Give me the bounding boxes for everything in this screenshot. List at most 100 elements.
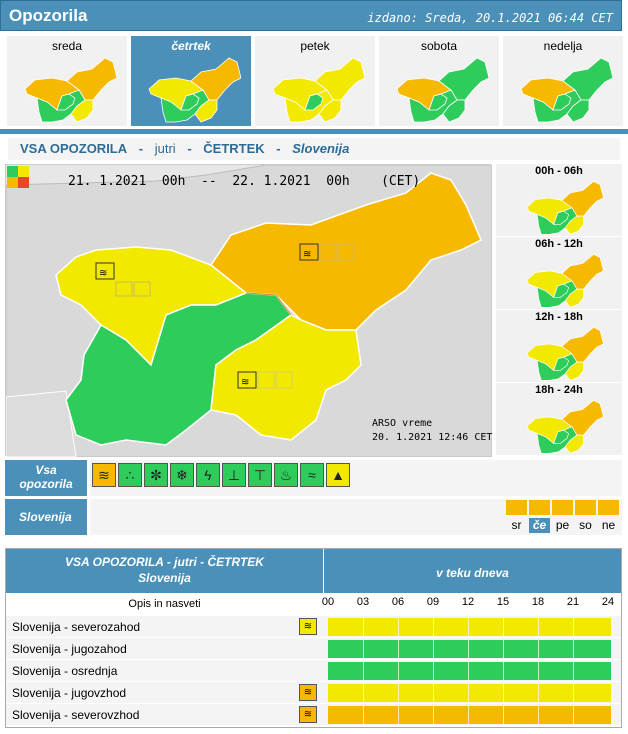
table-title: VSA OPOZORILA - jutri - ČETRTEK Slovenij… xyxy=(6,549,323,593)
day-tab-0[interactable]: sreda xyxy=(7,36,127,126)
hour-label: 12 xyxy=(461,596,475,608)
fog-icon[interactable]: ≈ xyxy=(300,463,324,487)
table-title-line-2: Slovenija xyxy=(138,571,191,585)
table-row[interactable]: Slovenija - jugozahod xyxy=(6,638,621,659)
cold-icon[interactable]: ⊤ xyxy=(248,463,272,487)
day-tab-label: sreda xyxy=(51,39,83,53)
hour-label: 24 xyxy=(601,596,615,608)
page-header: Opozorila izdano: Sreda, 20.1.2021 06:44… xyxy=(0,0,622,31)
day-tab-3[interactable]: sobota xyxy=(379,36,499,126)
wind-icon[interactable]: ≋ xyxy=(92,463,116,487)
day-abbr-če[interactable]: če xyxy=(529,518,550,533)
region-name: Slovenija - jugozahod xyxy=(12,642,127,656)
fire-icon[interactable]: ♨ xyxy=(274,463,298,487)
section-title: VSA OPOZORILA - jutri - ČETRTEK - Sloven… xyxy=(8,138,620,160)
day-status-square xyxy=(529,500,550,515)
day-tab-label: petek xyxy=(300,39,330,53)
hour-label: 09 xyxy=(426,596,440,608)
divider xyxy=(0,129,628,134)
timeline-bar xyxy=(328,640,611,658)
issued-timestamp: izdano: Sreda, 20.1.2021 06:44 CET xyxy=(367,11,613,25)
all-warnings-label: Vsa opozorila xyxy=(5,460,87,496)
table-row[interactable]: Slovenija - severozahod ≋ xyxy=(6,616,621,637)
title-tomorrow: jutri xyxy=(154,141,176,156)
region-name: Slovenija - severozahod xyxy=(12,620,141,634)
table-time-header: v teku dneva xyxy=(324,549,621,593)
timeline-bar xyxy=(328,618,611,636)
title-day: ČETRTEK xyxy=(203,141,265,156)
map-credit: ARSO vreme 20. 1.2021 12:46 CET xyxy=(372,417,492,445)
period-mini-map xyxy=(526,253,604,308)
title-dash: - xyxy=(138,141,144,156)
hour-label: 21 xyxy=(566,596,580,608)
day-tab-label: nedelja xyxy=(543,39,583,53)
rain-icon[interactable]: ∴ xyxy=(118,463,142,487)
day-status-square xyxy=(575,500,596,515)
period-mini-map xyxy=(526,399,604,454)
day-status-square xyxy=(506,500,527,515)
avalanche-icon[interactable]: ▲ xyxy=(326,463,350,487)
title-dash: - xyxy=(276,141,281,156)
day-map xyxy=(148,57,241,123)
period-mini-map xyxy=(526,180,604,235)
day-abbr-sr[interactable]: sr xyxy=(511,518,522,532)
slovenia-map: ≋ ≋ ≋ xyxy=(5,164,493,458)
day-map xyxy=(396,57,489,123)
day-status-square xyxy=(598,500,619,515)
wind-icon[interactable]: ≋ xyxy=(299,618,317,635)
day-tab-4[interactable]: nedelja xyxy=(503,36,623,126)
day-map xyxy=(272,57,365,123)
vsa-line-2: opozorila xyxy=(19,477,73,491)
day-tab-1[interactable]: četrtek xyxy=(131,36,251,126)
frost-icon[interactable]: ❄ xyxy=(170,463,194,487)
period-label: 06h - 12h xyxy=(535,238,583,250)
hour-label: 06 xyxy=(391,596,405,608)
region-name: Slovenija - jugovzhod xyxy=(12,686,127,700)
title-region: Slovenija xyxy=(292,141,350,156)
timeline-bar xyxy=(328,684,611,702)
svg-text:≋: ≋ xyxy=(303,249,311,260)
credit-line-2: 20. 1.2021 12:46 CET xyxy=(372,432,493,443)
day-abbr-ne[interactable]: ne xyxy=(601,518,616,532)
day-tab-2[interactable]: petek xyxy=(255,36,375,126)
svg-text:≋: ≋ xyxy=(99,268,107,279)
period-mini-map xyxy=(526,326,604,381)
period-map-1[interactable]: 06h - 12h xyxy=(496,237,622,309)
day-abbr-pe[interactable]: pe xyxy=(555,518,570,532)
thunder-icon[interactable]: ϟ xyxy=(196,463,220,487)
credit-line-1: ARSO vreme xyxy=(372,418,433,429)
column-description: Opis in nasveti xyxy=(128,598,201,610)
table-row[interactable]: Slovenija - jugovzhod ≋ xyxy=(6,682,621,703)
day-tab-label: sobota xyxy=(420,39,458,53)
day-status-square xyxy=(552,500,573,515)
region-southeast[interactable] xyxy=(210,314,362,441)
table-row[interactable]: Slovenija - osrednja xyxy=(6,660,621,681)
heat-icon[interactable]: ⊥ xyxy=(222,463,246,487)
table-title-line-1: VSA OPOZORILA - jutri - ČETRTEK xyxy=(65,555,264,569)
vsa-line-1: Vsa xyxy=(35,463,57,477)
snow-icon[interactable]: ✼ xyxy=(144,463,168,487)
timeline-bar xyxy=(328,662,611,680)
hour-label: 18 xyxy=(531,596,545,608)
wind-icon[interactable]: ≋ xyxy=(299,684,317,701)
title-all: VSA OPOZORILA xyxy=(20,141,128,156)
timeline-bar xyxy=(328,706,611,724)
hour-label: 15 xyxy=(496,596,510,608)
region-name: Slovenija - osrednja xyxy=(12,664,118,678)
warnings-table xyxy=(5,548,622,728)
title-dash: - xyxy=(187,141,192,156)
period-map-3[interactable]: 18h - 24h xyxy=(496,383,622,455)
warning-map[interactable]: ≋ ≋ ≋ xyxy=(5,164,493,458)
day-tab-label: četrtek xyxy=(171,39,211,53)
period-label: 12h - 18h xyxy=(535,311,583,323)
map-time-range: 21. 1.2021 00h -- 22. 1.2021 00h (CET) xyxy=(68,174,421,189)
day-map xyxy=(520,57,613,123)
period-label: 00h - 06h xyxy=(535,165,583,177)
period-map-0[interactable]: 00h - 06h xyxy=(496,164,622,236)
period-map-2[interactable]: 12h - 18h xyxy=(496,310,622,382)
page-title: Opozorila xyxy=(9,6,88,25)
period-label: 18h - 24h xyxy=(535,384,583,396)
table-row[interactable]: Slovenija - severovzhod ≋ xyxy=(6,704,621,725)
wind-icon[interactable]: ≋ xyxy=(299,706,317,723)
day-abbr-so[interactable]: so xyxy=(579,518,592,532)
